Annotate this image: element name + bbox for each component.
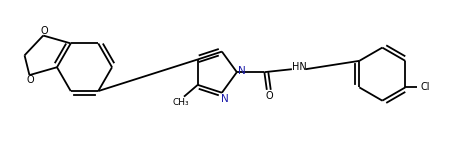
Text: N: N <box>238 66 245 76</box>
Text: HN: HN <box>292 62 307 72</box>
Text: N: N <box>221 94 228 104</box>
Text: O: O <box>26 75 34 85</box>
Text: O: O <box>40 26 48 36</box>
Text: CH₃: CH₃ <box>172 98 189 107</box>
Text: O: O <box>265 91 273 101</box>
Text: Cl: Cl <box>419 82 429 92</box>
